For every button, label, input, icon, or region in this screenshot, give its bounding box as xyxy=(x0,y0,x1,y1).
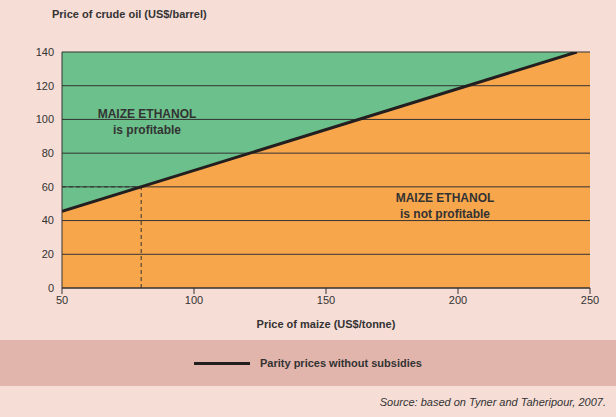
svg-text:80: 80 xyxy=(42,147,54,159)
svg-text:250: 250 xyxy=(581,294,599,306)
svg-text:50: 50 xyxy=(56,294,68,306)
svg-text:150: 150 xyxy=(317,294,335,306)
html-text:MAIZE ETHANOL: MAIZE ETHANOL xyxy=(97,107,197,121)
svg-text:0: 0 xyxy=(48,282,54,294)
html-text:is not profitable: is not profitable xyxy=(400,207,490,221)
html-text:MAIZE ETHANOL: MAIZE ETHANOL xyxy=(395,191,495,205)
html-text:is profitable: is profitable xyxy=(113,123,181,137)
svg-text:200: 200 xyxy=(449,294,467,306)
svg-text:Price of maize (US$/tonne): Price of maize (US$/tonne) xyxy=(257,318,396,330)
html-text:Price of crude oil (US$/barrel: Price of crude oil (US$/barrel) xyxy=(52,8,207,20)
html-text:Parity prices without subsidie: Parity prices without subsidies xyxy=(260,357,422,369)
svg-text:100: 100 xyxy=(185,294,203,306)
svg-text:60: 60 xyxy=(42,181,54,193)
svg-text:140: 140 xyxy=(36,46,54,58)
svg-text:20: 20 xyxy=(42,248,54,260)
svg-text:100: 100 xyxy=(36,113,54,125)
html-text:Source: based on Tyner and Tah: Source: based on Tyner and Taheripour, 2… xyxy=(379,396,606,408)
svg-text:120: 120 xyxy=(36,80,54,92)
svg-text:40: 40 xyxy=(42,214,54,226)
